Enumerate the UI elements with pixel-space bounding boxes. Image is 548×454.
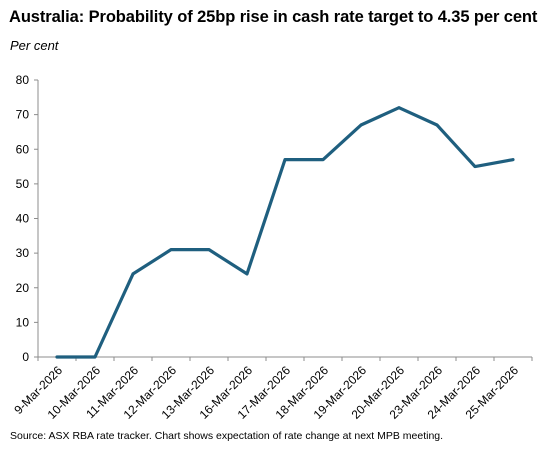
data-point	[473, 165, 477, 168]
y-tick-label: 20	[16, 281, 30, 295]
y-tick-label: 70	[16, 108, 30, 122]
data-point	[397, 106, 401, 110]
x-axis-ticks: 9-Mar-202610-Mar-202611-Mar-202612-Mar-2…	[11, 357, 533, 422]
y-tick-label: 80	[16, 73, 30, 87]
data-point	[207, 248, 211, 252]
source-note: Source: ASX RBA rate tracker. Chart show…	[10, 430, 444, 442]
y-axis-ticks: 0 10 20 30 40 50 60 70 80	[16, 73, 38, 364]
y-tick-label: 50	[16, 177, 30, 191]
y-tick-label: 10	[16, 315, 30, 329]
data-point	[511, 158, 515, 162]
y-tick-label: 60	[16, 142, 30, 156]
chart-title: Australia: Probability of 25bp rise in c…	[9, 8, 538, 26]
data-point	[359, 123, 363, 127]
data-point	[283, 158, 287, 162]
y-tick-label: 0	[22, 350, 29, 364]
data-point	[93, 355, 97, 359]
series-layer	[55, 106, 515, 359]
y-tick-label: 40	[16, 212, 30, 226]
y-axis-unit-label: Per cent	[10, 38, 59, 53]
series-line-0	[55, 106, 515, 359]
data-point	[245, 272, 249, 276]
y-tick-label: 30	[16, 246, 30, 260]
data-point	[435, 123, 439, 127]
data-point	[131, 272, 135, 276]
data-point	[169, 248, 173, 252]
data-point	[321, 158, 325, 162]
data-point	[55, 355, 59, 359]
